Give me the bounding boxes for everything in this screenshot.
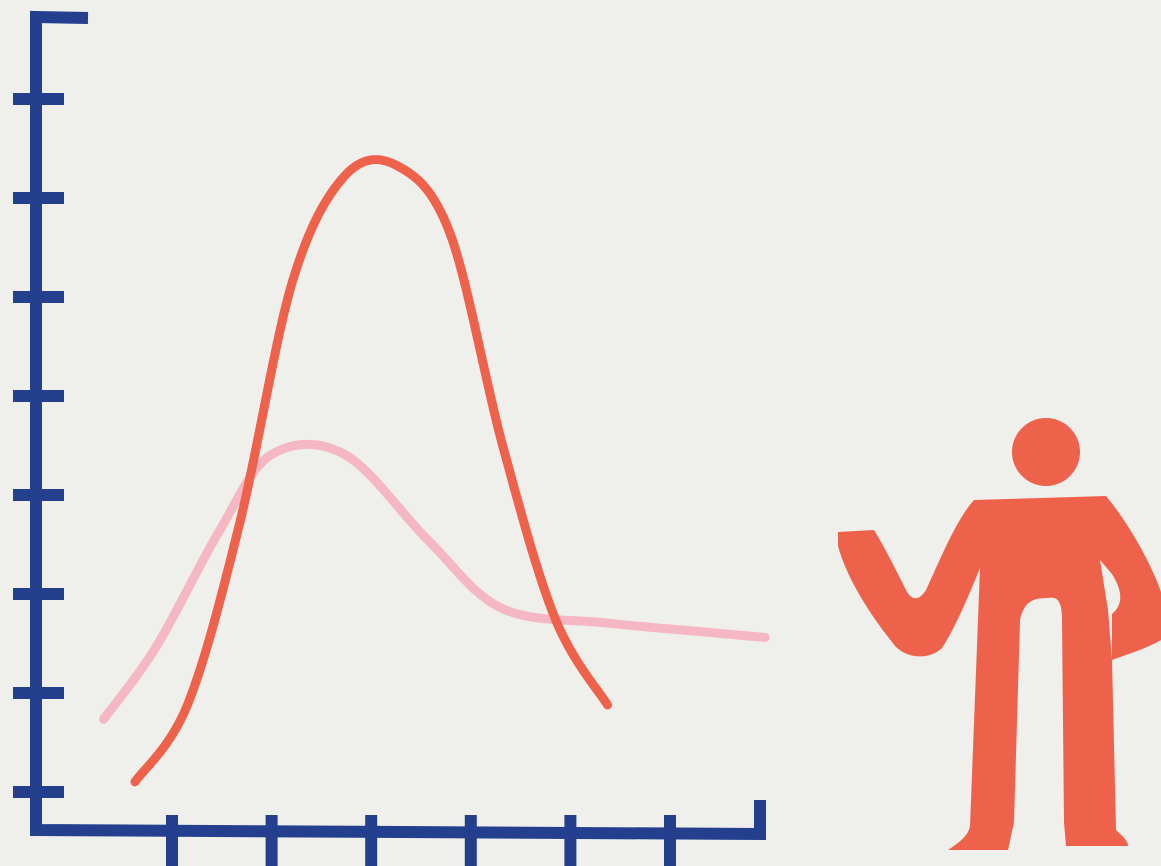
series-line-primary [130, 155, 612, 787]
series-line-secondary [99, 439, 770, 724]
person-presenter-icon [838, 418, 1161, 850]
axes-frame [30, 10, 766, 841]
